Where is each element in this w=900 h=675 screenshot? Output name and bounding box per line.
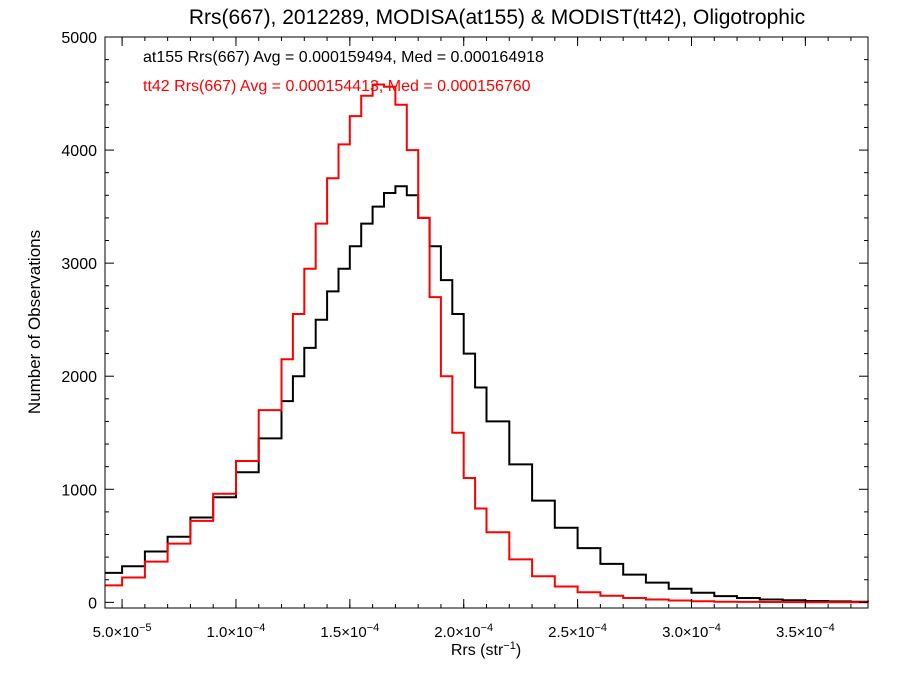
x-tick-mantissa: 3.5×10 (776, 624, 822, 641)
x-tick-label: 1.5×10−4 (320, 622, 379, 641)
x-tick-mantissa: 1.5×10 (320, 624, 366, 641)
x-tick-mantissa: 1.0×10 (207, 624, 253, 641)
chart-title: Rrs(667), 2012289, MODISA(at155) & MODIS… (189, 6, 805, 29)
y-tick-label: 4000 (61, 143, 97, 160)
x-tick-label: 1.0×10−4 (207, 622, 266, 641)
x-tick-mantissa: 5.0×10 (93, 624, 139, 641)
annotation-tt42: tt42 Rrs(667) Avg = 0.000154413, Med = 0… (143, 78, 531, 95)
x-tick-exponent: −4 (594, 622, 607, 634)
x-tick-label: 5.0×10−5 (93, 622, 152, 641)
y-tick-label: 2000 (61, 369, 97, 386)
annotation-at155: at155 Rrs(667) Avg = 0.000159494, Med = … (143, 49, 544, 66)
y-axis-label: Number of Observations (25, 230, 44, 414)
x-tick-exponent: −4 (253, 622, 266, 634)
x-tick-exponent: −4 (822, 622, 835, 634)
x-tick-label: 2.5×10−4 (548, 622, 607, 641)
plot-frame (104, 36, 869, 609)
series-line-0 (105, 185, 869, 603)
x-tick-exponent: −5 (139, 622, 152, 634)
x-axis-label: Rrs (str−1) (451, 640, 521, 659)
y-tick-label: 5000 (61, 30, 97, 47)
x-tick-label: 2.0×10−4 (434, 622, 493, 641)
axis-layer: 5.0×10−5 1.0×10−4 1.5×10−4 2.0×10−4 2.5×10−4… (61, 30, 868, 641)
series-line-1 (105, 83, 868, 604)
x-tick-mantissa: 3.0×10 (662, 624, 708, 641)
series-layer (105, 83, 869, 604)
x-tick-label: 3.5×10−4 (776, 622, 835, 641)
y-tick-label: 0 (88, 595, 97, 612)
y-tick-label: 1000 (61, 482, 97, 499)
x-tick-exponent: −4 (367, 622, 380, 634)
x-tick-mantissa: 2.5×10 (548, 624, 594, 641)
x-tick-exponent: −4 (708, 622, 721, 634)
x-tick-exponent: −4 (481, 622, 494, 634)
x-tick-mantissa: 2.0×10 (434, 624, 480, 641)
x-tick-label: 3.0×10−4 (662, 622, 721, 641)
y-tick-label: 3000 (61, 256, 97, 273)
